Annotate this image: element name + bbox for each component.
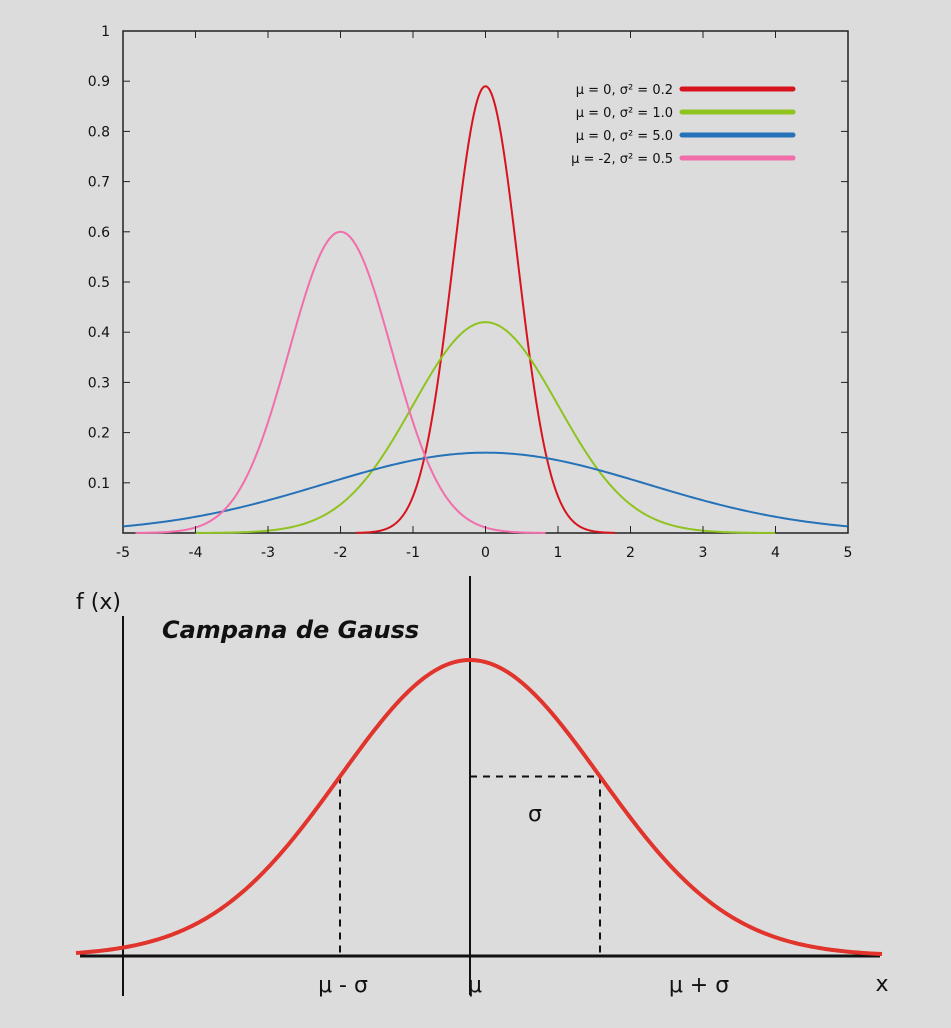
normal-distributions-chart: -5 -4 -3 -2 -1 0 1 2 3 4 5 0.1 0.2 0.3 0.4 0.5 0.6 0.7 0.8… [88, 24, 853, 561]
series-line-3 [122, 451, 849, 528]
y-tick-label: 0.3 [88, 375, 110, 391]
x-tick-label: -3 [261, 545, 275, 561]
y-tick-label: 0.6 [88, 225, 110, 241]
x-tick-label: 5 [844, 545, 853, 561]
sigma-guides [339, 775, 601, 956]
x-axis-label: x [875, 972, 888, 997]
sigma-annotation: σ [528, 802, 542, 827]
y-tick-label: 0.9 [88, 74, 110, 90]
y-tick-label: 0.8 [88, 124, 110, 140]
x-tick-label: 0 [481, 545, 490, 561]
curves [122, 85, 849, 534]
legend-label-2: μ = 0, σ² = 1.0 [576, 106, 673, 121]
tick-label-mu-minus-sigma: μ - σ [318, 973, 368, 998]
series-line-1 [355, 85, 616, 534]
x-tick-label: 3 [699, 545, 708, 561]
legend: μ = 0, σ² = 0.2 μ = 0, σ² = 1.0 μ = 0, σ² … [571, 83, 796, 167]
x-tick-label: -5 [116, 545, 130, 561]
y-tick-label: 0.2 [88, 426, 110, 442]
plot-frame [122, 30, 849, 534]
legend-label-3: μ = 0, σ² = 5.0 [576, 129, 673, 144]
bell-curve [75, 658, 883, 957]
x-tick-label: 1 [554, 545, 563, 561]
axis-ticks: -5 -4 -3 -2 -1 0 1 2 3 4 5 0.1 0.2 0.3 0.4 0.5 0.6 0.7 0.8… [88, 24, 853, 561]
y-tick-label: 1 [101, 24, 110, 40]
x-tick-label: 4 [771, 545, 780, 561]
y-axis-label: f (x) [76, 590, 121, 615]
tick-label-mu-plus-sigma: μ + σ [669, 973, 729, 998]
y-tick-label: 0.7 [88, 175, 110, 191]
chart-title: Campana de Gauss [162, 616, 419, 644]
y-tick-label: 0.1 [88, 476, 110, 492]
x-tick-label: 2 [626, 545, 635, 561]
gauss-bell-chart: f (x) Campana de Gauss σ μ - σ μ μ + σ x [75, 576, 889, 998]
series-line-2 [195, 321, 776, 534]
legend-label-4: μ = -2, σ² = 0.5 [571, 152, 673, 167]
legend-label-1: μ = 0, σ² = 0.2 [576, 83, 673, 98]
series-line-4 [135, 230, 546, 534]
y-tick-label: 0.4 [88, 325, 110, 341]
y-tick-label: 0.5 [88, 275, 110, 291]
x-tick-label: -2 [334, 545, 348, 561]
tick-label-mu: μ [468, 973, 482, 998]
x-tick-label: -4 [189, 545, 203, 561]
x-tick-label: -1 [406, 545, 420, 561]
